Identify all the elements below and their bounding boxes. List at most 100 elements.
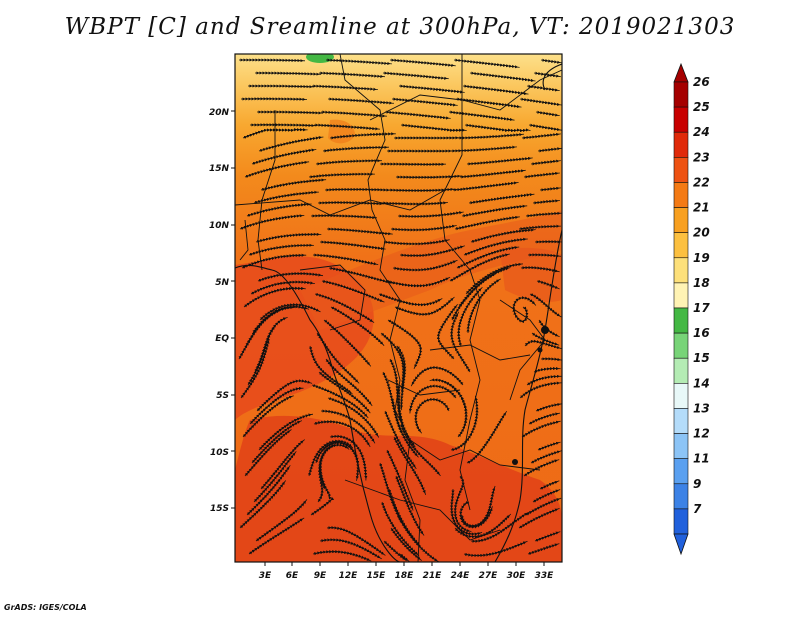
map-frame xyxy=(234,53,563,563)
streamline xyxy=(384,110,451,120)
streamline xyxy=(523,171,560,179)
lat-tick-label: 15S xyxy=(210,504,229,514)
streamline xyxy=(399,553,410,562)
streamline xyxy=(470,511,529,543)
streamline xyxy=(521,132,561,140)
colorbar-swatch xyxy=(673,433,689,459)
colorbar-swatch xyxy=(673,182,689,208)
streamline xyxy=(325,58,392,66)
colorbar-swatch xyxy=(673,458,689,485)
streamline xyxy=(322,145,389,153)
streamline xyxy=(318,71,385,78)
streamline xyxy=(540,58,562,64)
streamline xyxy=(244,160,310,179)
streamline xyxy=(310,463,335,516)
lon-tick-label: 24E xyxy=(451,571,471,581)
colorbar: 26 25 24 23 22 21 20 19 18 17 16 15 14 13 12 11 9 7 xyxy=(673,62,710,556)
streamline xyxy=(248,243,314,257)
streamline xyxy=(436,303,458,360)
lon-axis: 3E 6E 9E 12E 15E 18E 21E 24E 27E 30E 33E xyxy=(259,562,554,581)
lat-tick-label: EQ xyxy=(215,334,229,344)
streamline xyxy=(457,133,524,140)
streamline xyxy=(243,286,306,308)
colorbar-swatch xyxy=(673,332,689,359)
streamline xyxy=(524,339,562,349)
streamline xyxy=(319,538,382,560)
streamline xyxy=(394,296,455,316)
lon-tick-label: 15E xyxy=(367,571,387,581)
streamline xyxy=(511,296,537,324)
lon-tick-label: 6E xyxy=(286,571,299,581)
streamline xyxy=(537,441,561,451)
streamline xyxy=(317,200,385,206)
colorbar-swatch xyxy=(673,483,689,510)
streamline xyxy=(530,159,561,166)
streamline xyxy=(260,178,327,192)
colorbar-label: 14 xyxy=(693,376,710,390)
streamline xyxy=(410,365,464,387)
lon-tick-label: 18E xyxy=(395,571,415,581)
lon-tick-label: 12E xyxy=(339,571,359,581)
streamline xyxy=(399,245,465,258)
lon-tick-label: 30E xyxy=(507,571,527,581)
lon-tick-label: 9E xyxy=(314,571,327,581)
streamline xyxy=(464,123,531,133)
wbpt-shading xyxy=(235,54,562,562)
streamline xyxy=(320,110,387,118)
lon-tick-label: 3E xyxy=(259,571,272,581)
colorbar-label: 16 xyxy=(693,326,710,340)
streamline xyxy=(311,84,378,91)
colorbar-swatch xyxy=(673,357,689,384)
streamline xyxy=(452,181,519,192)
streamline xyxy=(382,71,449,80)
colorbar-label: 19 xyxy=(693,251,710,265)
streamline xyxy=(527,253,561,258)
colorbar-label: 21 xyxy=(693,201,710,215)
streamline xyxy=(527,543,560,556)
green-patch xyxy=(306,54,334,63)
streamline xyxy=(519,97,562,106)
colorbar-swatch xyxy=(673,257,689,284)
streamline xyxy=(397,211,464,219)
colorbar-label: 22 xyxy=(693,175,710,189)
colorbar-swatch xyxy=(673,81,689,108)
streamline xyxy=(248,517,305,555)
streamline xyxy=(310,213,377,220)
streamline xyxy=(257,110,324,115)
colorbar-swatch xyxy=(673,207,689,233)
colorbar-label: 13 xyxy=(693,401,710,415)
colorbar-swatch xyxy=(673,232,689,259)
streamline xyxy=(528,123,562,132)
streamline xyxy=(313,123,380,131)
streamline xyxy=(312,253,379,266)
streamline xyxy=(468,193,535,205)
colorbar-label: 18 xyxy=(693,276,710,290)
streamlines xyxy=(238,58,562,562)
streamline xyxy=(450,145,517,153)
colorbar-swatch xyxy=(673,106,689,133)
streamline xyxy=(469,71,536,82)
streamline xyxy=(533,366,561,374)
streamline xyxy=(381,201,448,206)
streamline xyxy=(535,110,560,117)
streamline xyxy=(466,410,508,464)
streamline xyxy=(448,110,515,122)
streamline xyxy=(521,420,561,438)
streamline xyxy=(321,279,385,303)
streamline xyxy=(529,293,562,318)
streamline xyxy=(453,58,520,69)
streamline xyxy=(526,84,560,92)
streamline xyxy=(326,227,393,236)
streamline xyxy=(388,187,455,193)
streamline xyxy=(525,211,562,218)
streamline xyxy=(539,480,560,490)
streamline xyxy=(536,279,560,290)
streamline xyxy=(449,311,471,373)
lon-tick-label: 21E xyxy=(423,571,443,581)
streamline xyxy=(533,71,561,78)
streamline xyxy=(454,215,520,231)
streamline xyxy=(398,84,465,94)
streamline xyxy=(392,259,458,272)
streamline xyxy=(539,186,561,192)
